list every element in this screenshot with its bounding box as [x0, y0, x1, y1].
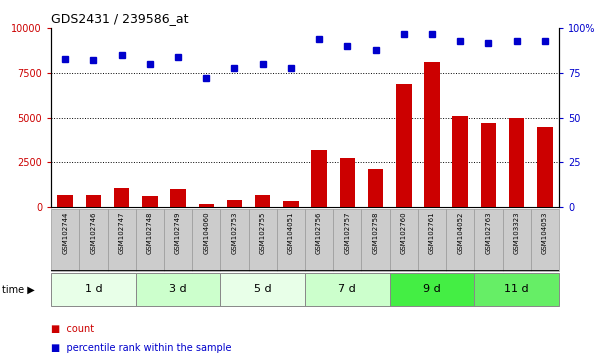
Bar: [453, 116, 468, 207]
Bar: [51, 209, 79, 271]
Bar: [249, 209, 277, 271]
Bar: [361, 209, 389, 271]
Bar: [283, 201, 299, 207]
Text: ■  count: ■ count: [51, 324, 94, 334]
Bar: [340, 158, 355, 207]
Text: time ▶: time ▶: [2, 284, 34, 295]
Bar: [481, 123, 496, 207]
Bar: [221, 209, 249, 271]
Bar: [474, 273, 559, 306]
Bar: [424, 62, 440, 207]
Bar: [389, 273, 474, 306]
Bar: [418, 209, 446, 271]
Bar: [509, 118, 524, 207]
Text: GSM104051: GSM104051: [288, 211, 294, 254]
Bar: [51, 273, 136, 306]
Bar: [136, 273, 221, 306]
Text: GSM102756: GSM102756: [316, 211, 322, 254]
Bar: [474, 209, 502, 271]
Bar: [333, 209, 361, 271]
Bar: [170, 189, 186, 207]
Bar: [192, 209, 221, 271]
Text: GDS2431 / 239586_at: GDS2431 / 239586_at: [51, 12, 189, 25]
Bar: [58, 195, 73, 207]
Bar: [368, 169, 383, 207]
Bar: [389, 209, 418, 271]
Bar: [396, 84, 412, 207]
Bar: [86, 195, 101, 207]
Text: 9 d: 9 d: [423, 284, 441, 295]
Text: 1 d: 1 d: [85, 284, 102, 295]
Text: GSM103323: GSM103323: [514, 211, 520, 254]
Text: 5 d: 5 d: [254, 284, 272, 295]
Bar: [305, 273, 389, 306]
Text: GSM104060: GSM104060: [203, 211, 209, 254]
Text: GSM102748: GSM102748: [147, 211, 153, 254]
Bar: [142, 196, 157, 207]
Bar: [136, 209, 164, 271]
Bar: [446, 209, 474, 271]
Bar: [79, 209, 108, 271]
Bar: [108, 209, 136, 271]
Text: GSM102761: GSM102761: [429, 211, 435, 254]
Bar: [502, 209, 531, 271]
Text: GSM102746: GSM102746: [90, 211, 96, 254]
Bar: [305, 209, 333, 271]
Bar: [198, 204, 214, 207]
Text: GSM102753: GSM102753: [231, 211, 237, 254]
Bar: [311, 150, 327, 207]
Bar: [531, 209, 559, 271]
Text: 7 d: 7 d: [338, 284, 356, 295]
Text: GSM102755: GSM102755: [260, 211, 266, 254]
Text: GSM102747: GSM102747: [118, 211, 124, 254]
Text: GSM104053: GSM104053: [542, 211, 548, 254]
Bar: [221, 273, 305, 306]
Bar: [255, 195, 270, 207]
Text: GSM102744: GSM102744: [62, 211, 68, 254]
Text: GSM102760: GSM102760: [401, 211, 407, 254]
Bar: [227, 200, 242, 207]
Bar: [114, 188, 129, 207]
Bar: [164, 209, 192, 271]
Text: GSM102763: GSM102763: [486, 211, 492, 254]
Text: 3 d: 3 d: [169, 284, 187, 295]
Text: ■  percentile rank within the sample: ■ percentile rank within the sample: [51, 343, 231, 353]
Text: GSM102758: GSM102758: [373, 211, 379, 254]
Text: GSM104052: GSM104052: [457, 211, 463, 254]
Bar: [537, 127, 552, 207]
Text: GSM102749: GSM102749: [175, 211, 181, 254]
Text: 11 d: 11 d: [504, 284, 529, 295]
Bar: [277, 209, 305, 271]
Text: GSM102757: GSM102757: [344, 211, 350, 254]
